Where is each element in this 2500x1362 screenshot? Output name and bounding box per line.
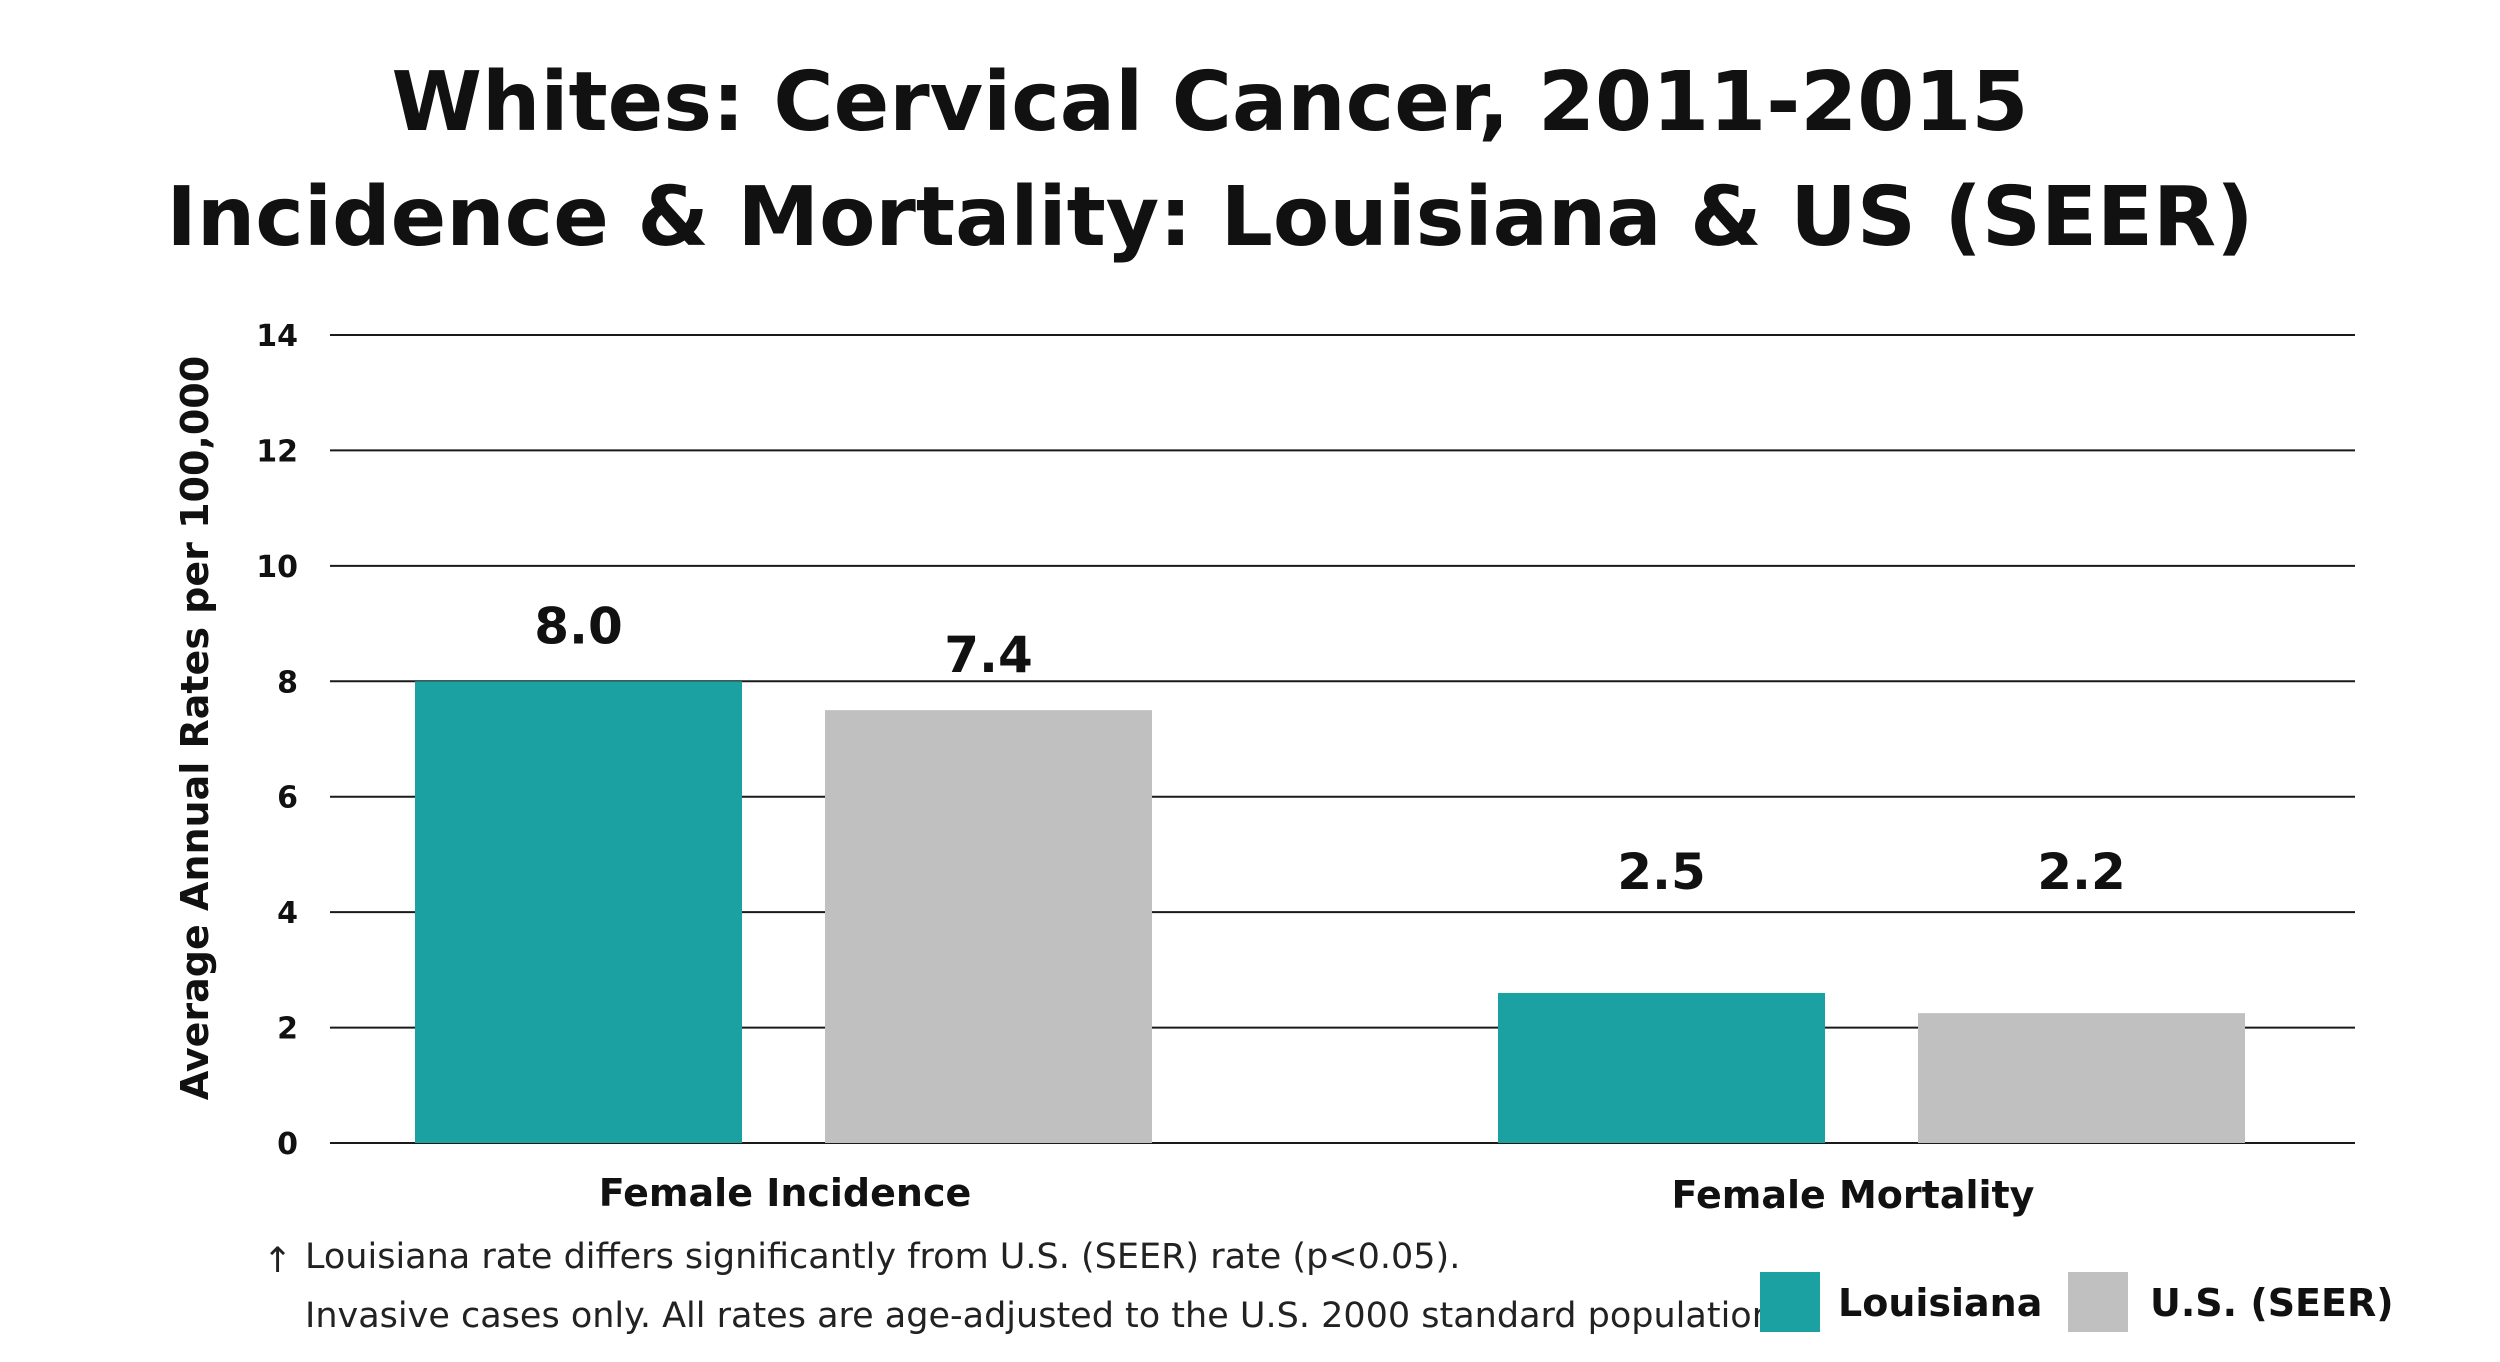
data-label-female-mortality-louisiana: 2.5 [1617, 843, 1706, 901]
y-tick-label: 14 [256, 319, 298, 354]
category-label-female-incidence: Female Incidence [599, 1171, 972, 1215]
y-tick-label: 10 [256, 550, 298, 585]
data-label-female-incidence-louisiana: 8.0 [534, 597, 623, 655]
bar-female-mortality-u-s-seer [1918, 1013, 2245, 1143]
data-label-female-mortality-u-s-seer: 2.2 [2037, 843, 2126, 901]
legend-swatch-louisiana [1760, 1272, 1820, 1332]
legend-swatch-us-seer [2068, 1272, 2128, 1332]
legend-label-us-seer: U.S. (SEER) [2150, 1281, 2394, 1325]
y-tick-label: 8 [277, 665, 298, 700]
bar-female-incidence-u-s-seer [825, 710, 1152, 1143]
data-label-female-incidence-u-s-seer: 7.4 [944, 626, 1033, 684]
chart-title-line-2: Incidence & Mortality: Louisiana & US (S… [166, 170, 2253, 265]
legend-label-louisiana: Louisiana [1838, 1281, 2042, 1325]
footnote-method: Invasive cases only. All rates are age-a… [305, 1296, 1785, 1336]
chart-title-line-1: Whites: Cervical Cancer, 2011-2015 [392, 55, 2029, 150]
y-tick-label: 2 [277, 1012, 298, 1047]
y-tick-label: 0 [277, 1127, 298, 1162]
bar-female-mortality-louisiana [1498, 992, 1825, 1143]
y-axis-label: Average Annual Rates per 100,000 [173, 356, 217, 1100]
up-arrow-icon: ↑ [263, 1241, 292, 1281]
legend: Louisiana U.S. (SEER) [1760, 1272, 2394, 1332]
category-label-female-mortality: Female Mortality [1672, 1173, 2035, 1217]
bars [415, 681, 2245, 1143]
data-labels: 8.0 2.5 7.4 2.2 [534, 597, 2126, 901]
y-tick-label: 4 [277, 896, 298, 931]
bar-female-incidence-louisiana [415, 681, 742, 1143]
chart-title: Whites: Cervical Cancer, 2011-2015 Incid… [166, 55, 2253, 265]
y-tick-label: 12 [256, 434, 298, 469]
footnote-significance: Louisiana rate differs significantly fro… [305, 1237, 1460, 1277]
y-axis-ticks: 0 2 4 6 8 10 12 14 [256, 319, 298, 1162]
category-labels: Female Incidence Female Mortality [599, 1171, 2035, 1217]
y-tick-label: 6 [277, 781, 298, 816]
footnotes: ↑ Louisiana rate differs significantly f… [263, 1237, 1785, 1336]
